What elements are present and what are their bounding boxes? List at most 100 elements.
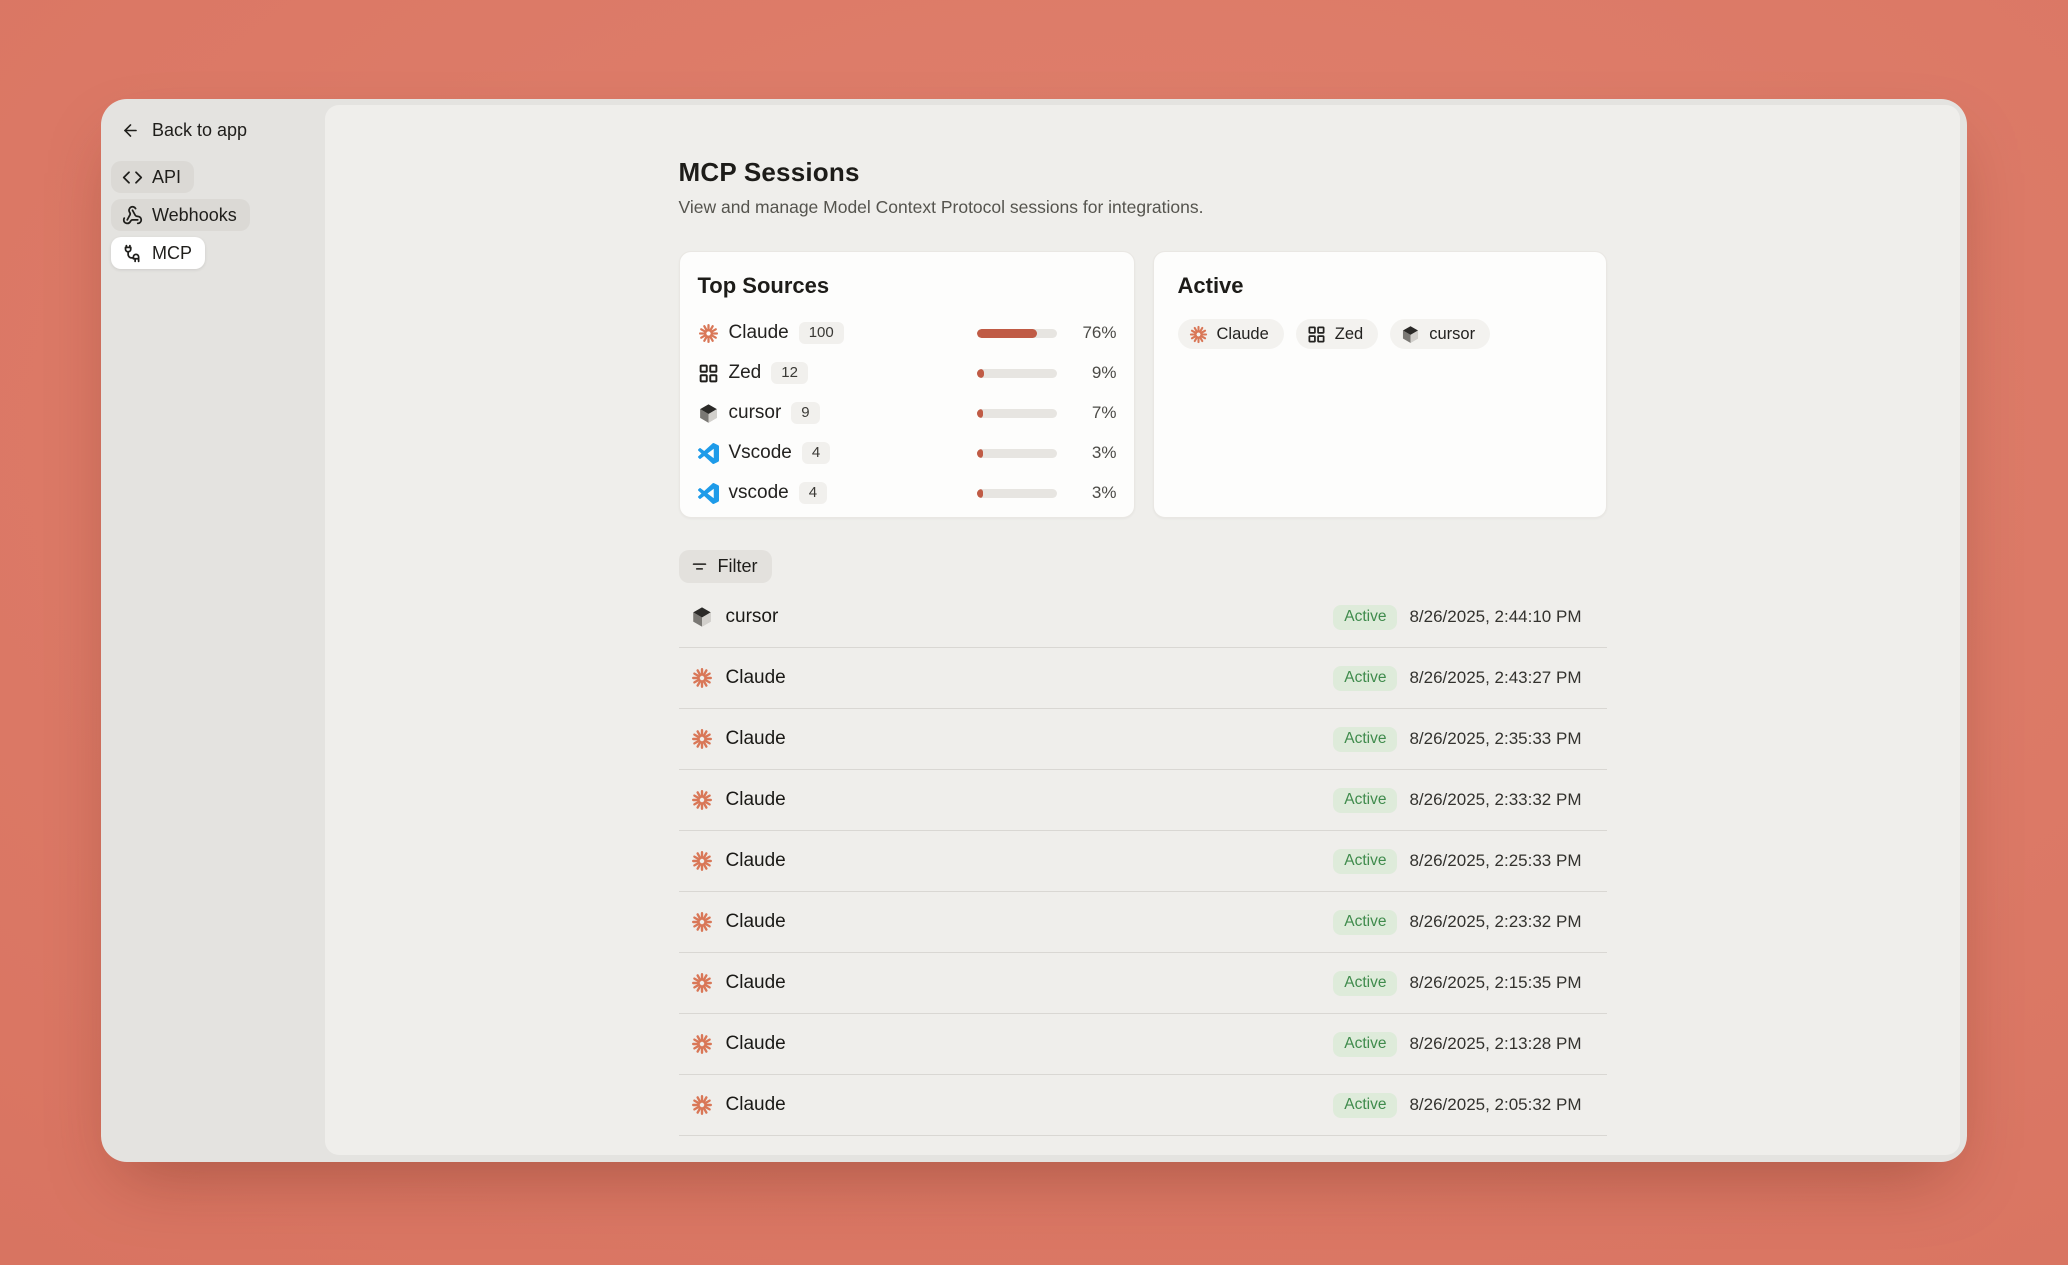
vscode-icon xyxy=(697,442,719,464)
zed-icon xyxy=(1307,325,1326,344)
source-percent: 9% xyxy=(1091,363,1117,382)
session-timestamp: 8/26/2025, 2:33:32 PM xyxy=(1409,790,1582,809)
sidebar-item-webhooks[interactable]: Webhooks xyxy=(111,199,250,231)
session-name: Claude xyxy=(725,911,786,932)
claude-icon xyxy=(691,850,713,872)
claude-icon xyxy=(691,972,713,994)
source-count-badge: 9 xyxy=(791,402,820,424)
source-count-badge: 4 xyxy=(798,482,828,504)
top-sources-card: Top Sources Claude 100 xyxy=(678,251,1135,518)
status-badge: Active xyxy=(1333,848,1398,874)
vscode-icon xyxy=(697,482,719,504)
source-progress-fill xyxy=(976,488,983,498)
session-timestamp: 8/26/2025, 2:05:32 PM xyxy=(1409,1095,1582,1114)
page-title: MCP Sessions xyxy=(678,157,860,187)
sidebar-item-label: Webhooks xyxy=(152,204,237,225)
session-row[interactable]: Claude Active 8/26/2025, 2:13:28 PM xyxy=(678,1014,1607,1075)
source-row: cursor 9 7% xyxy=(698,393,1117,433)
session-list: cursor Active 8/26/2025, 2:44:10 PM Clau… xyxy=(678,587,1607,1136)
claude-icon xyxy=(691,789,713,811)
session-row[interactable]: Claude Active 8/26/2025, 2:23:32 PM xyxy=(678,892,1607,953)
source-name: Zed xyxy=(728,362,762,383)
active-source-chip: Claude xyxy=(1177,319,1284,349)
session-timestamp: 8/26/2025, 2:15:35 PM xyxy=(1409,973,1582,992)
claude-icon xyxy=(691,1094,713,1116)
chip-label: Claude xyxy=(1216,324,1269,343)
source-percent: 3% xyxy=(1091,483,1117,502)
status-badge: Active xyxy=(1333,909,1398,935)
sidebar: Back to app API Webhooks MCP xyxy=(101,99,325,1162)
claude-icon xyxy=(698,323,719,344)
active-card-title: Active xyxy=(1177,273,1244,298)
status-badge: Active xyxy=(1333,604,1398,630)
filter-icon xyxy=(690,557,709,576)
sidebar-item-api[interactable]: API xyxy=(111,161,195,193)
source-progress-track xyxy=(976,488,1057,498)
chip-label: cursor xyxy=(1429,324,1476,343)
source-progress-track xyxy=(976,408,1057,418)
source-row: Claude 100 76% xyxy=(698,313,1117,353)
status-badge: Active xyxy=(1333,970,1398,996)
session-name: Claude xyxy=(725,728,786,749)
source-name: Claude xyxy=(728,322,789,343)
source-name: vscode xyxy=(728,482,789,503)
source-row: Vscode 4 3% xyxy=(697,433,1117,473)
session-row[interactable]: Claude Active 8/26/2025, 2:35:33 PM xyxy=(678,709,1607,770)
session-row[interactable]: cursor Active 8/26/2025, 2:44:10 PM xyxy=(678,587,1607,648)
arrow-left-icon xyxy=(121,121,140,140)
code-icon xyxy=(122,167,143,188)
session-row[interactable]: Claude Active 8/26/2025, 2:25:33 PM xyxy=(678,831,1607,892)
chip-label: Zed xyxy=(1334,324,1364,343)
source-percent: 7% xyxy=(1091,403,1117,422)
source-progress-fill xyxy=(976,328,1038,338)
session-name: Claude xyxy=(725,850,786,871)
summary-cards: Top Sources Claude 100 xyxy=(678,251,1607,518)
top-sources-title: Top Sources xyxy=(697,273,830,298)
session-timestamp: 8/26/2025, 2:43:27 PM xyxy=(1409,668,1582,687)
content-column: MCP Sessions View and manage Model Conte… xyxy=(678,105,1607,1136)
session-timestamp: 8/26/2025, 2:25:33 PM xyxy=(1409,851,1582,870)
source-row: Zed 12 9% xyxy=(698,353,1117,393)
session-row[interactable]: Claude Active 8/26/2025, 2:05:32 PM xyxy=(678,1075,1607,1136)
page-subtitle: View and manage Model Context Protocol s… xyxy=(678,197,1204,217)
cursor-icon xyxy=(698,403,719,424)
source-progress-fill xyxy=(976,448,983,458)
session-name: cursor xyxy=(725,606,779,627)
claude-icon xyxy=(1189,325,1208,344)
cable-icon xyxy=(122,243,143,264)
claude-icon xyxy=(691,728,713,750)
sidebar-item-mcp[interactable]: MCP xyxy=(111,237,205,269)
zed-icon xyxy=(698,363,719,384)
session-timestamp: 8/26/2025, 2:13:28 PM xyxy=(1409,1034,1582,1053)
source-progress-fill xyxy=(976,408,983,418)
session-name: Claude xyxy=(725,972,786,993)
session-row[interactable]: Claude Active 8/26/2025, 2:43:27 PM xyxy=(678,648,1607,709)
source-percent: 3% xyxy=(1091,443,1117,462)
cursor-icon xyxy=(1401,325,1420,344)
source-name: Vscode xyxy=(728,442,792,463)
source-progress-track xyxy=(976,368,1057,378)
source-progress-track xyxy=(976,448,1057,458)
status-badge: Active xyxy=(1333,1092,1398,1118)
session-timestamp: 8/26/2025, 2:35:33 PM xyxy=(1409,729,1582,748)
session-row[interactable]: Claude Active 8/26/2025, 2:15:35 PM xyxy=(678,953,1607,1014)
top-sources-list: Claude 100 76% xyxy=(697,313,1117,513)
session-name: Claude xyxy=(725,667,786,688)
status-badge: Active xyxy=(1333,1031,1398,1057)
main-panel: MCP Sessions View and manage Model Conte… xyxy=(325,105,1960,1155)
status-badge: Active xyxy=(1333,787,1398,813)
active-source-chip: cursor xyxy=(1390,319,1491,349)
filter-button[interactable]: Filter xyxy=(678,550,772,583)
sidebar-item-label: MCP xyxy=(152,242,192,263)
status-badge: Active xyxy=(1333,726,1398,752)
session-name: Claude xyxy=(725,1033,786,1054)
back-to-app-label: Back to app xyxy=(152,120,248,140)
session-name: Claude xyxy=(725,789,786,810)
back-to-app-link[interactable]: Back to app xyxy=(111,116,315,145)
sidebar-nav: API Webhooks MCP xyxy=(111,161,315,269)
sidebar-item-label: API xyxy=(152,166,182,187)
app-window: Back to app API Webhooks MCP xyxy=(101,99,1967,1162)
cursor-icon xyxy=(691,606,713,628)
session-row[interactable]: Claude Active 8/26/2025, 2:33:32 PM xyxy=(678,770,1607,831)
session-name: Claude xyxy=(725,1094,786,1115)
